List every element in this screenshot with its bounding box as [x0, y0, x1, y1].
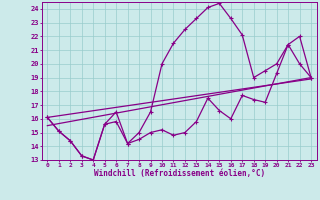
- X-axis label: Windchill (Refroidissement éolien,°C): Windchill (Refroidissement éolien,°C): [94, 169, 265, 178]
